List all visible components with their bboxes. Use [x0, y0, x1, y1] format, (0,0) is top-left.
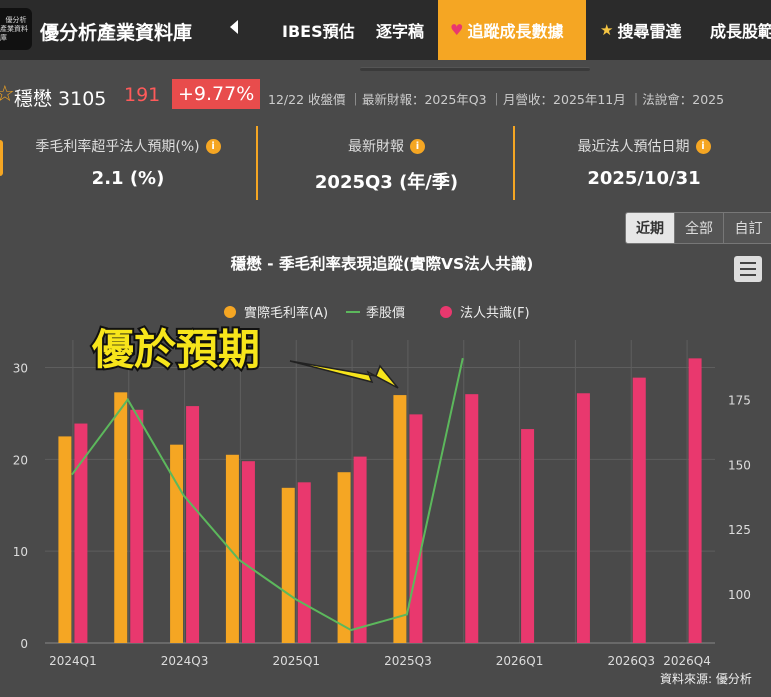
- y-left-tick-label: 10: [13, 545, 28, 559]
- range-selector: 近期 全部 自訂: [625, 212, 771, 244]
- card-value: 2.1 (%): [91, 168, 165, 189]
- chevron-left-icon[interactable]: [230, 20, 238, 34]
- brand-title[interactable]: 優分析產業資料庫: [40, 22, 193, 44]
- y-right-tick-label: 150: [728, 458, 751, 472]
- legend-label: 季股價: [366, 306, 405, 321]
- tab-label: 逐字稿: [376, 22, 425, 41]
- x-tick-label: 2024Q1: [49, 654, 97, 668]
- tab-ibes[interactable]: IBES預估: [270, 0, 367, 60]
- x-tick-label: 2026Q4: [663, 654, 711, 668]
- bar-actual: [170, 444, 184, 643]
- x-tick-label: 2026Q3: [607, 654, 655, 668]
- x-tick-label: 2025Q3: [384, 654, 432, 668]
- heart-icon: ♥: [450, 21, 464, 39]
- legend-marker: [224, 306, 236, 318]
- chart-title: 穩懋 - 季毛利率表現追蹤(實際VS法人共識): [231, 254, 534, 273]
- info-icon[interactable]: i: [410, 138, 425, 154]
- bar-forecast: [409, 414, 423, 643]
- card-accent: [0, 140, 3, 176]
- favorite-star-icon[interactable]: ☆: [0, 82, 15, 107]
- bar-forecast: [241, 461, 255, 643]
- y-right-tick-label: 100: [728, 588, 751, 602]
- top-nav: 優分析 產業資料庫 優分析產業資料庫 IBES預估 逐字稿 ♥ 追蹤成長數據 ★…: [0, 0, 771, 60]
- tab-search-radar[interactable]: ★ 搜尋雷達: [588, 0, 693, 60]
- range-custom-button[interactable]: 自訂: [724, 213, 771, 243]
- bar-actual: [281, 487, 295, 643]
- tab-label: IBES預估: [282, 22, 355, 41]
- y-left-tick-label: 20: [13, 453, 28, 467]
- bar-forecast: [521, 429, 535, 643]
- tab-transcript[interactable]: 逐字稿: [364, 0, 436, 60]
- price-line: [71, 357, 464, 632]
- card-value: 2025Q3 (年/季): [314, 172, 459, 193]
- x-tick-label: 2024Q3: [161, 654, 209, 668]
- tab-growth-tracking[interactable]: ♥ 追蹤成長數據: [438, 0, 586, 60]
- tab-label: 追蹤成長數據: [467, 22, 564, 41]
- card-value: 2025/10/31: [587, 168, 701, 189]
- tab-label: 搜尋雷達: [617, 22, 682, 41]
- info-icon[interactable]: i: [205, 138, 221, 154]
- bar-forecast: [130, 409, 144, 643]
- card-latest-report: 最新財報 i 2025Q3 (年/季): [260, 126, 515, 200]
- info-icon[interactable]: i: [695, 138, 711, 154]
- stock-price: 191: [124, 84, 161, 106]
- y-right-tick-label: 175: [728, 394, 751, 408]
- bar-actual: [337, 472, 351, 643]
- nav-scrollbar[interactable]: [360, 67, 590, 71]
- range-all-button[interactable]: 全部: [675, 213, 724, 243]
- card-label: 最近法人預估日期: [577, 139, 690, 155]
- x-tick-label: 2025Q1: [272, 654, 320, 668]
- price-change-badge: +9.77%: [172, 79, 261, 109]
- bar-actual: [114, 392, 128, 643]
- bar-forecast: [353, 456, 367, 643]
- x-tick-label: 2026Q1: [496, 654, 544, 668]
- data-source: 資料來源: 優分析: [660, 672, 752, 686]
- y-right-tick-label: 125: [728, 523, 751, 537]
- bar-forecast: [74, 423, 88, 643]
- tab-label: 成長股範: [710, 22, 771, 41]
- bar-forecast: [297, 482, 311, 643]
- y-left-tick-label: 0: [20, 637, 28, 651]
- logo-line1: 優分析: [5, 15, 27, 24]
- summary-cards: 季毛利率超乎法人預期(%) i 2.1 (%) 最新財報 i 2025Q3 (年/季…: [0, 126, 771, 200]
- card-gm-beat: 季毛利率超乎法人預期(%) i 2.1 (%): [0, 126, 258, 200]
- bar-forecast: [632, 377, 646, 643]
- annotation-arrow: [289, 360, 399, 389]
- logo[interactable]: 優分析 產業資料庫: [0, 8, 32, 50]
- chart-menu-icon[interactable]: [734, 256, 762, 282]
- card-label: 季毛利率超乎法人預期(%): [35, 139, 200, 155]
- stock-name: 穩懋 3105: [14, 88, 107, 110]
- bar-forecast: [465, 394, 479, 643]
- card-forecast-date: 最近法人預估日期 i 2025/10/31: [517, 126, 771, 200]
- bar-forecast: [688, 358, 702, 643]
- logo-line2: 產業資料庫: [0, 24, 28, 42]
- legend-marker: [440, 306, 452, 318]
- bar-forecast: [576, 393, 590, 643]
- card-label: 最新財報: [348, 139, 404, 155]
- bar-actual: [225, 454, 239, 643]
- annotation-text: 優於預期: [91, 325, 260, 374]
- stock-info-line: 12/22 收盤價 ｜最新財報：2025年Q3 ｜月營收：2025年11月 ｜法…: [268, 92, 725, 107]
- bar-actual: [58, 436, 72, 643]
- legend-label: 實際毛利率(A): [244, 305, 328, 321]
- bar-actual: [393, 395, 407, 643]
- legend-label: 法人共識(F): [460, 306, 530, 321]
- tab-growth-stock[interactable]: 成長股範: [698, 0, 771, 60]
- chart: 穩懋 - 季毛利率表現追蹤(實際VS法人共識) 實際毛利率(A) 季股價 法人共識(F…: [13, 254, 751, 668]
- bar-forecast: [186, 406, 200, 643]
- y-left-tick-label: 30: [13, 362, 28, 376]
- range-recent-button[interactable]: 近期: [626, 213, 675, 243]
- star-icon: ★: [600, 21, 614, 39]
